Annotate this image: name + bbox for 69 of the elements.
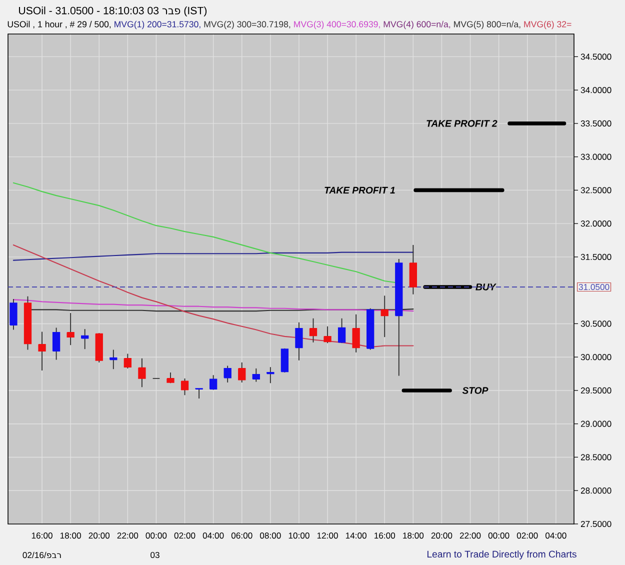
y-tick-label: 33.5000 — [580, 120, 612, 126]
text: MVG(3) 400=30.6939, — [294, 20, 380, 30]
x-tick-label: 04:00 — [202, 532, 224, 539]
y-tick-label: 30.0000 — [580, 354, 612, 360]
x-tick-label: 08:00 — [260, 532, 281, 539]
chart-subtitle: USOil , 1 hour , # 29 / 500, — [8, 20, 111, 28]
x-tick-label: 18:00 — [60, 532, 81, 539]
y-tick-label: 28.5000 — [580, 454, 612, 460]
candlestick — [252, 368, 260, 382]
text: MVG(1) 200=31.5730, — [114, 20, 200, 30]
ref-line-label: 31.0500 — [578, 284, 610, 290]
text: MVG(2) 300=30.7198, — [204, 20, 290, 30]
x-tick-label: 16:00 — [374, 532, 396, 539]
candlestick — [324, 326, 332, 344]
x-tick-label: 22:00 — [117, 532, 138, 539]
candlestick — [280, 348, 289, 373]
candlestick — [52, 327, 60, 360]
x-tick-label: 02:00 — [516, 532, 538, 539]
legend-label: MVG(5) 800=n/a, — [454, 20, 520, 30]
candlestick — [210, 374, 218, 390]
x-tick-label: 12:00 — [317, 532, 338, 539]
candlestick — [138, 358, 146, 388]
text: Learn to Trade Directly from Charts — [427, 550, 576, 560]
y-tick-label: 30.5000 — [580, 320, 612, 327]
x-tick-label: 20:00 — [431, 532, 452, 539]
text: 03 — [150, 552, 160, 558]
y-tick-label: 32.0000 — [580, 220, 612, 227]
legend-label: MVG(4) 600=n/a, — [384, 20, 450, 30]
y-tick-label: 29.0000 — [580, 420, 612, 427]
y-tick-label: 31.5000 — [580, 254, 612, 260]
series-label: STOP — [462, 387, 488, 394]
x-tick-label: 00:00 — [146, 532, 167, 539]
candlestick — [224, 365, 232, 383]
candlestick — [38, 331, 46, 371]
y-tick-label: 34.0000 — [580, 87, 612, 94]
x-tick-label: 22:00 — [460, 532, 481, 539]
x-tick-label: 14:00 — [346, 532, 366, 539]
series-label: TAKE PROFIT 2 — [426, 120, 498, 127]
candlestick — [66, 312, 74, 346]
x-tick-label: 20:00 — [88, 532, 110, 539]
text: 02/16/פבר — [22, 552, 61, 558]
x-tick-label: 00:00 — [488, 532, 510, 539]
chart-title: USOil - 31.0500 - 18:10:03 03 פבר (IST) — [19, 6, 207, 16]
candlestick — [352, 314, 360, 353]
x-tick-label: 02:00 — [174, 532, 196, 539]
candlestick — [309, 318, 318, 343]
candlestick — [180, 378, 189, 396]
y-tick-label: 32.5000 — [580, 187, 612, 194]
candlestick — [195, 388, 203, 399]
text: TAKE PROFIT 1 — [324, 186, 395, 194]
y-tick-label: 29.5000 — [580, 387, 612, 394]
y-tick-label: 28.0000 — [580, 488, 612, 494]
candlestick — [81, 328, 89, 350]
y-tick-label: 27.5000 — [580, 520, 612, 528]
x-tick-label: 06:00 — [231, 532, 252, 539]
candlestick — [124, 353, 132, 369]
x-tick-label: 10:00 — [288, 532, 310, 539]
text: MVG(6) 32= — [524, 20, 572, 30]
y-tick-label: 33.0000 — [580, 154, 612, 160]
candlestick — [295, 322, 303, 361]
x-tick-label: 18:00 — [403, 532, 424, 539]
candlestick — [238, 362, 246, 383]
candlestick — [338, 318, 346, 344]
candlestick — [266, 366, 274, 384]
x-tick-label: 16:00 — [32, 532, 52, 539]
candlestick — [110, 349, 118, 370]
y-tick-label: 34.5000 — [580, 54, 612, 60]
x-tick-label: 04:00 — [545, 532, 566, 539]
candlestick — [10, 298, 18, 330]
